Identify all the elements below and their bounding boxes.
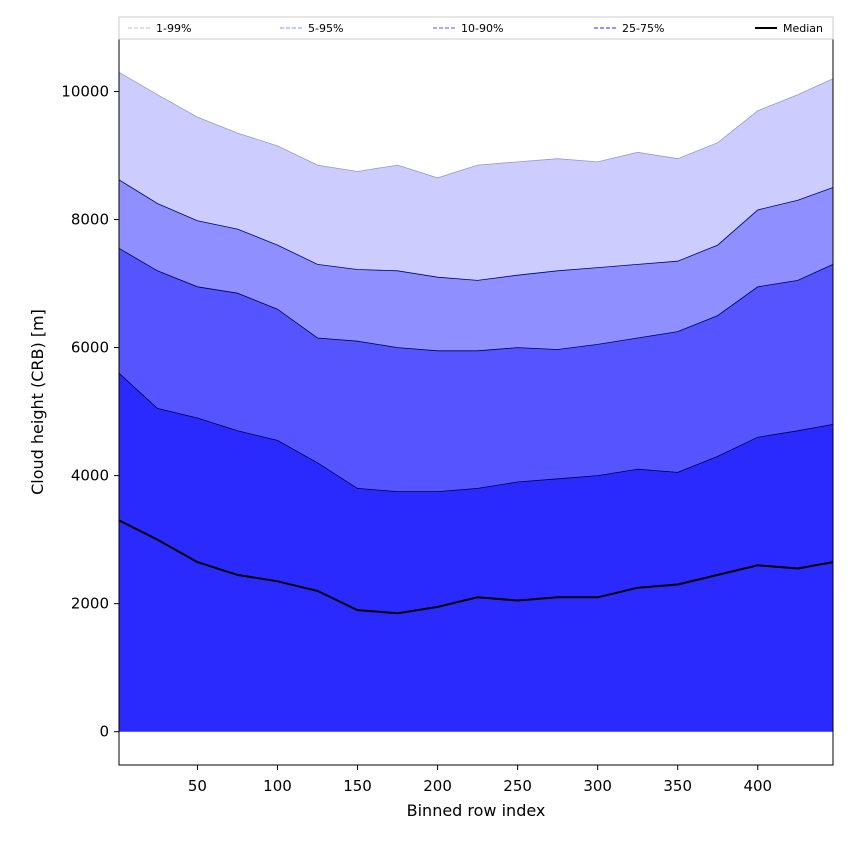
x-tick-label: 250 [503, 777, 532, 795]
band-upper-edge-0 [118, 71, 834, 179]
x-tick-label: 400 [743, 777, 772, 795]
x-tick-label: 100 [263, 777, 292, 795]
x-tick-label: 50 [188, 777, 207, 795]
x-tick-label: 300 [583, 777, 612, 795]
x-axis-label: Binned row index [407, 801, 546, 820]
band-upper-edge-1 [118, 179, 834, 281]
legend-label: 1-99% [156, 22, 191, 35]
legend-label: 25-75% [622, 22, 664, 35]
legend-label: 10-90% [461, 22, 503, 35]
band-areas [118, 71, 834, 732]
band-upper-edge-2 [118, 247, 834, 352]
x-tick-label: 150 [343, 777, 372, 795]
y-axis-label: Cloud height (CRB) [m] [28, 309, 47, 495]
band-area-3 [119, 373, 833, 732]
median-line [118, 519, 834, 615]
legend-box [118, 16, 834, 40]
y-tick-label: 10000 [61, 82, 109, 100]
legend: 1-99% 5-95% 10-90% 25-75% Median [118, 16, 834, 40]
x-tick-label: 200 [423, 777, 452, 795]
x-axis-ticks: 50 100 150 200 250 300 350 400 [188, 765, 772, 795]
y-tick-label: 4000 [71, 467, 109, 485]
y-tick-label: 2000 [71, 595, 109, 613]
y-axis-ticks: 0 2000 4000 6000 8000 10000 [61, 82, 119, 741]
median-layer [118, 519, 834, 615]
band-upper-edge-3 [118, 372, 834, 492]
legend-label: Median [783, 22, 823, 35]
y-tick-label: 0 [99, 723, 109, 741]
y-tick-label: 6000 [71, 339, 109, 357]
legend-label: 5-95% [308, 22, 343, 35]
y-tick-label: 8000 [71, 211, 109, 229]
x-tick-label: 350 [663, 777, 692, 795]
